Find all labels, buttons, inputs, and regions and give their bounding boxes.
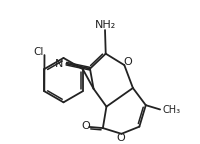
Text: O: O	[124, 57, 132, 67]
Text: NH₂: NH₂	[94, 20, 116, 30]
Text: N: N	[55, 59, 63, 69]
Text: CH₃: CH₃	[163, 105, 181, 115]
Text: O: O	[116, 133, 125, 143]
Text: Cl: Cl	[34, 47, 44, 57]
Text: O: O	[81, 121, 90, 131]
